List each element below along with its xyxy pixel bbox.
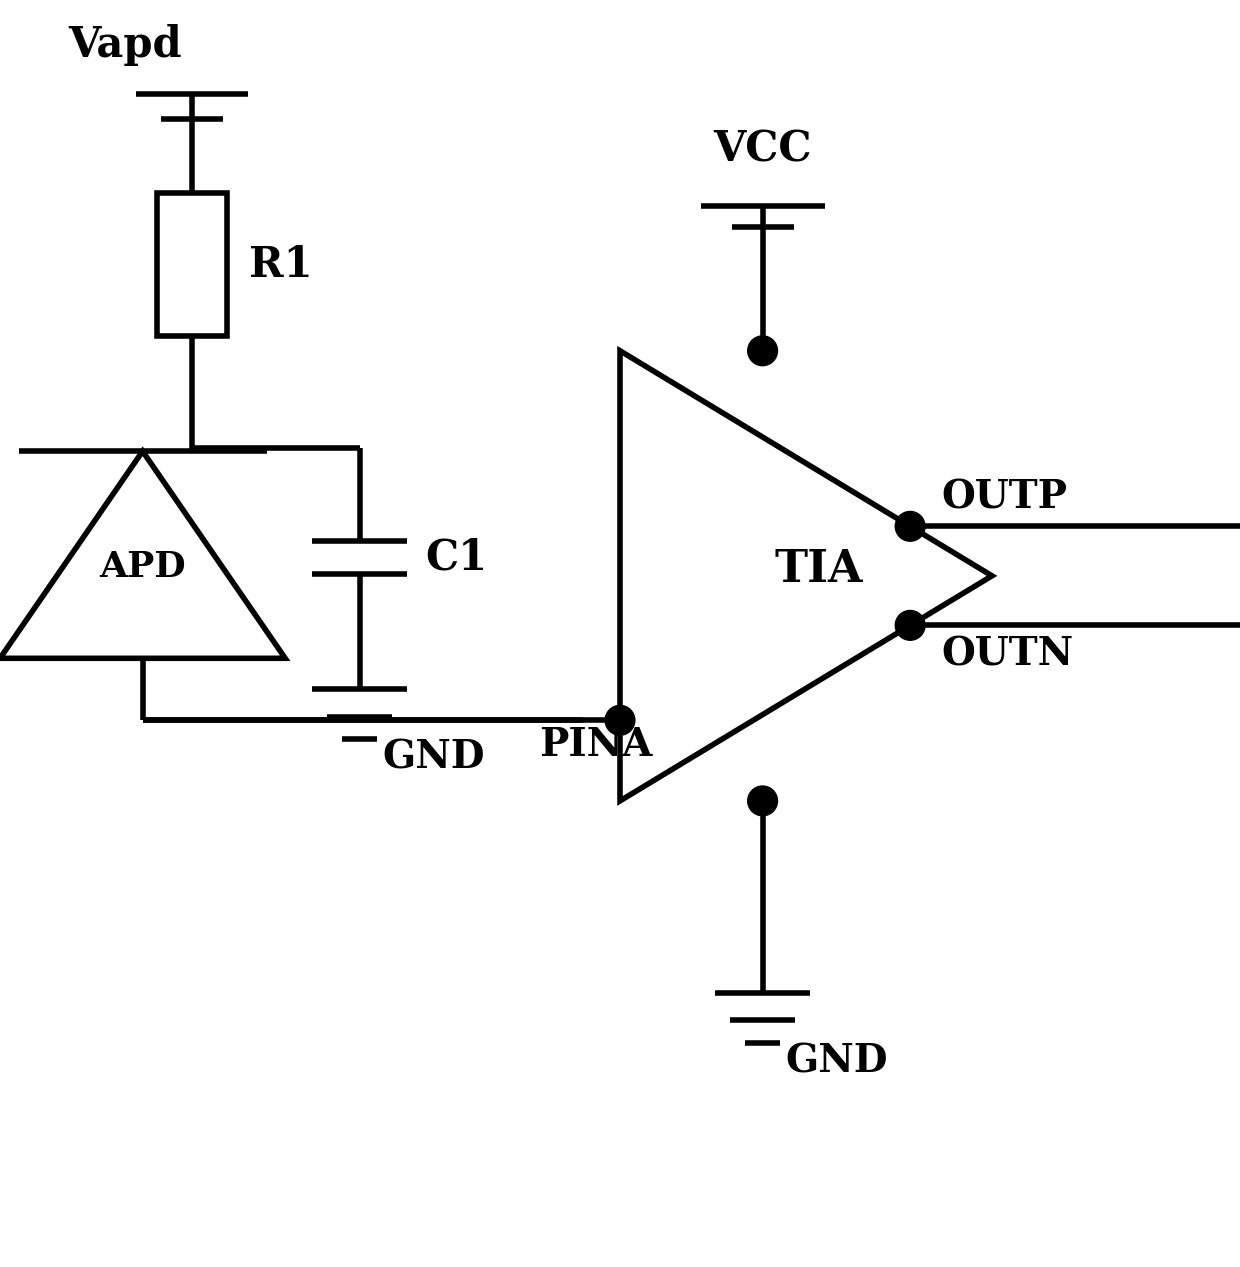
Polygon shape: [0, 451, 285, 659]
Bar: [157, 194, 227, 336]
Circle shape: [895, 512, 925, 541]
Text: PINA: PINA: [539, 726, 652, 764]
Text: Vapd: Vapd: [68, 24, 182, 66]
Text: APD: APD: [99, 550, 186, 584]
Text: C1: C1: [425, 536, 487, 578]
Text: OUTN: OUTN: [941, 635, 1074, 673]
Text: TIA: TIA: [774, 549, 863, 592]
Text: GND: GND: [382, 739, 485, 777]
Text: VCC: VCC: [713, 129, 811, 171]
Circle shape: [748, 336, 777, 366]
Circle shape: [748, 786, 777, 816]
Circle shape: [605, 706, 635, 735]
Text: R1: R1: [249, 243, 312, 285]
Circle shape: [895, 611, 925, 640]
Text: OUTP: OUTP: [941, 479, 1068, 517]
Polygon shape: [620, 351, 992, 801]
Text: GND: GND: [785, 1043, 888, 1081]
